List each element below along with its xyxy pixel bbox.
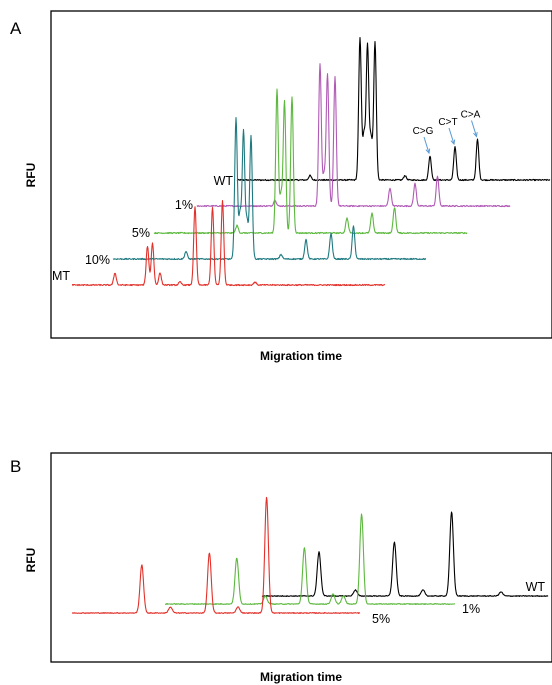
trace-label-1pct: 1% (175, 198, 193, 212)
panel-b-ylabel: RFU (24, 548, 38, 573)
annotation-arrowhead (473, 131, 478, 138)
trace-label-1pct: 1% (462, 602, 480, 616)
trace-10pct (112, 117, 427, 261)
annotation-arrow (423, 136, 430, 154)
panel-a-xlabel: Migration time (260, 349, 342, 363)
annotation-label: C>T (438, 117, 457, 128)
trace-5pct (153, 88, 468, 235)
trace-wt (261, 511, 549, 597)
panel-b-plot: WT 1% 5% (71, 496, 549, 626)
annotation-arrowhead (450, 139, 456, 146)
trace-label-5pct: 5% (132, 226, 150, 240)
trace-label-wt: WT (214, 174, 234, 188)
panel-a-letter: A (10, 19, 22, 38)
panel-b-xlabel: Migration time (260, 670, 342, 684)
trace-5pct (71, 496, 361, 614)
annotation-arrow (471, 120, 477, 137)
annotation-arrowhead (425, 148, 431, 155)
panel-a-ylabel: RFU (24, 163, 38, 188)
trace-label-5pct: 5% (372, 612, 390, 626)
panel-b-frame (50, 452, 552, 663)
trace-label-wt: WT (526, 580, 546, 594)
annotation-label: C>A (461, 110, 481, 121)
panel-a-plot: WT 1% 5% 10% MT C>G C>T C>A (52, 36, 551, 287)
trace-label-mt: MT (52, 269, 70, 283)
panel-a-frame (50, 10, 552, 339)
annotation-arrow (448, 127, 455, 145)
trace-wt (236, 36, 551, 182)
trace-label-10pct: 10% (85, 253, 110, 267)
annotation-label: C>G (413, 126, 434, 137)
panel-b-letter: B (10, 457, 21, 476)
trace-mt (71, 199, 386, 287)
